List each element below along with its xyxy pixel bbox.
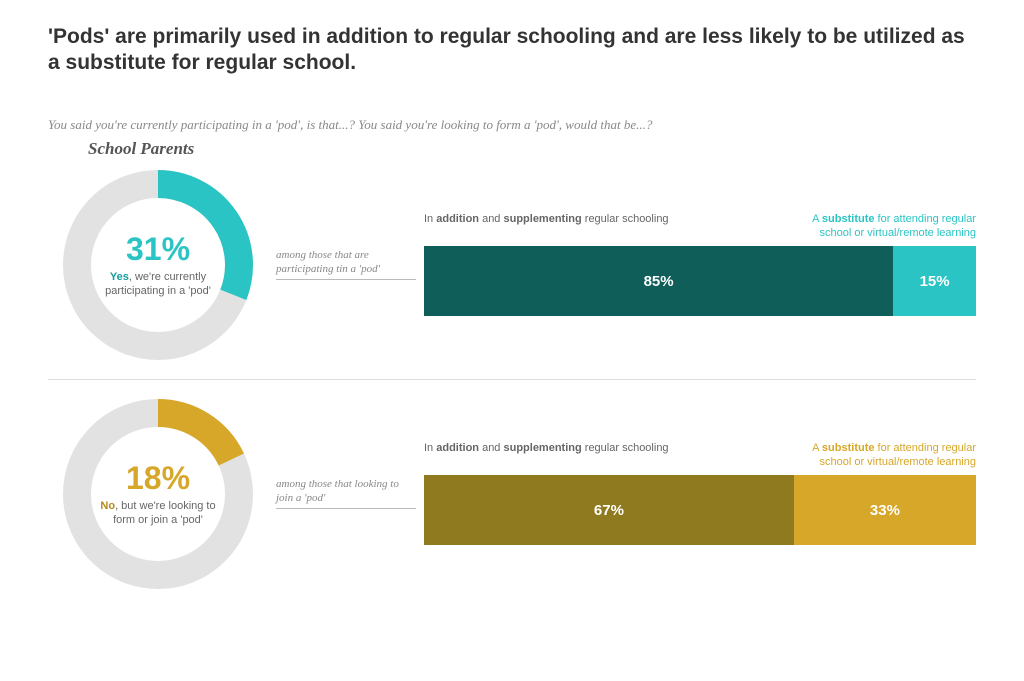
bar-block-looking: In addition and supplementing regular sc… [424, 442, 976, 546]
bar-seg-substitute: 15% [893, 246, 976, 316]
bar-seg-addition: 85% [424, 246, 893, 316]
page-title: 'Pods' are primarily used in addition to… [48, 24, 976, 77]
bar-header-right: A substitute for attending regular schoo… [796, 442, 976, 470]
row-participating: 31% Yes, we're currently participating i… [48, 165, 976, 365]
stacked-bar: 67% 33% [424, 475, 976, 545]
bar-header-left: In addition and supplementing regular sc… [424, 213, 788, 241]
connector-text: among those that looking to join a 'pod' [276, 478, 416, 509]
bar-seg-addition: 67% [424, 475, 794, 545]
donut-label: Yes, we're currently participating in a … [88, 270, 228, 299]
connector-text: among those that are participating tin a… [276, 249, 416, 280]
donut-label: No, but we're looking to form or join a … [88, 499, 228, 528]
donut-looking: 18% No, but we're looking to form or joi… [48, 394, 268, 594]
donut-pct: 31% [88, 231, 228, 268]
donut-label-em: Yes [110, 271, 129, 283]
stacked-bar: 85% 15% [424, 246, 976, 316]
donut-label-em: No [100, 500, 115, 512]
bar-block-participating: In addition and supplementing regular sc… [424, 213, 976, 317]
donut-pct: 18% [88, 460, 228, 497]
donut-label-rest: , but we're looking to form or join a 'p… [113, 500, 216, 526]
donut-ring-fill [158, 413, 231, 460]
donut-participating: 31% Yes, we're currently participating i… [48, 165, 268, 365]
bar-header-left: In addition and supplementing regular sc… [424, 442, 788, 470]
survey-question: You said you're currently participating … [48, 117, 976, 133]
row-divider [48, 379, 976, 380]
bar-header-right: A substitute for attending regular schoo… [796, 213, 976, 241]
bar-seg-substitute: 33% [794, 475, 976, 545]
row-looking: 18% No, but we're looking to form or joi… [48, 394, 976, 594]
subheading-school-parents: School Parents [88, 139, 976, 159]
